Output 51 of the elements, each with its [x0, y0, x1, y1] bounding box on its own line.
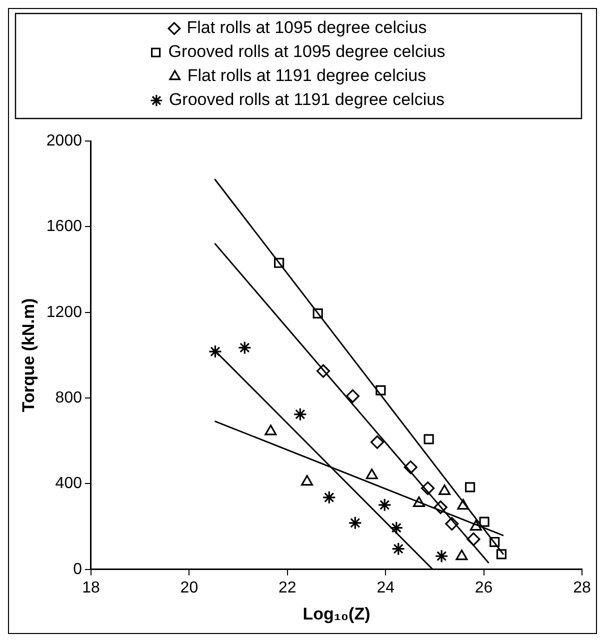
x-tick-label: 26 [474, 579, 493, 596]
legend-label: Flat rolls at 1191 degree celcius [187, 66, 426, 86]
legend-label: Flat rolls at 1095 degree celcius [186, 18, 427, 38]
point [404, 460, 418, 474]
point [348, 516, 362, 530]
point [470, 520, 482, 531]
point [412, 496, 425, 508]
point [490, 536, 500, 548]
point [390, 521, 404, 535]
point [421, 481, 435, 496]
point [496, 549, 507, 560]
x-tick-label: 22 [278, 579, 296, 596]
point [238, 340, 252, 355]
point [301, 474, 314, 486]
point [434, 549, 448, 563]
point [424, 434, 434, 444]
x-tick-label: 24 [376, 579, 395, 596]
point [312, 308, 323, 318]
point [466, 532, 480, 546]
y-tick-label: 0 [73, 560, 82, 578]
point [392, 542, 406, 556]
y-tick-label: 1600 [46, 218, 82, 236]
point [457, 498, 470, 510]
point [274, 258, 284, 268]
y-tick-label: 800 [55, 389, 82, 406]
point [208, 344, 222, 358]
point [456, 550, 468, 560]
point [322, 490, 336, 504]
point [316, 364, 330, 378]
point [370, 435, 384, 449]
legend-label: Grooved rolls at 1191 degree celcius [168, 90, 445, 110]
point [479, 516, 490, 527]
point [438, 484, 451, 496]
x-tick-label: 28 [573, 579, 591, 596]
x-tick-label: 20 [180, 579, 198, 596]
y-axis-title: Torque (kN.m) [18, 298, 38, 412]
point [376, 385, 386, 396]
point [445, 516, 459, 531]
legend-label: Grooved rolls at 1095 degree celcius [168, 42, 446, 62]
point [264, 424, 277, 436]
y-tick-label: 1200 [46, 304, 82, 321]
y-tick-label: 400 [55, 475, 82, 492]
point [346, 389, 360, 403]
point [366, 468, 378, 480]
y-tick-label: 2000 [46, 132, 82, 150]
x-axis-title: Log₁₀(Z) [302, 604, 370, 624]
point [378, 498, 392, 512]
point [465, 482, 476, 492]
point [293, 408, 307, 422]
point [434, 500, 448, 514]
x-tick-label: 18 [82, 579, 100, 596]
